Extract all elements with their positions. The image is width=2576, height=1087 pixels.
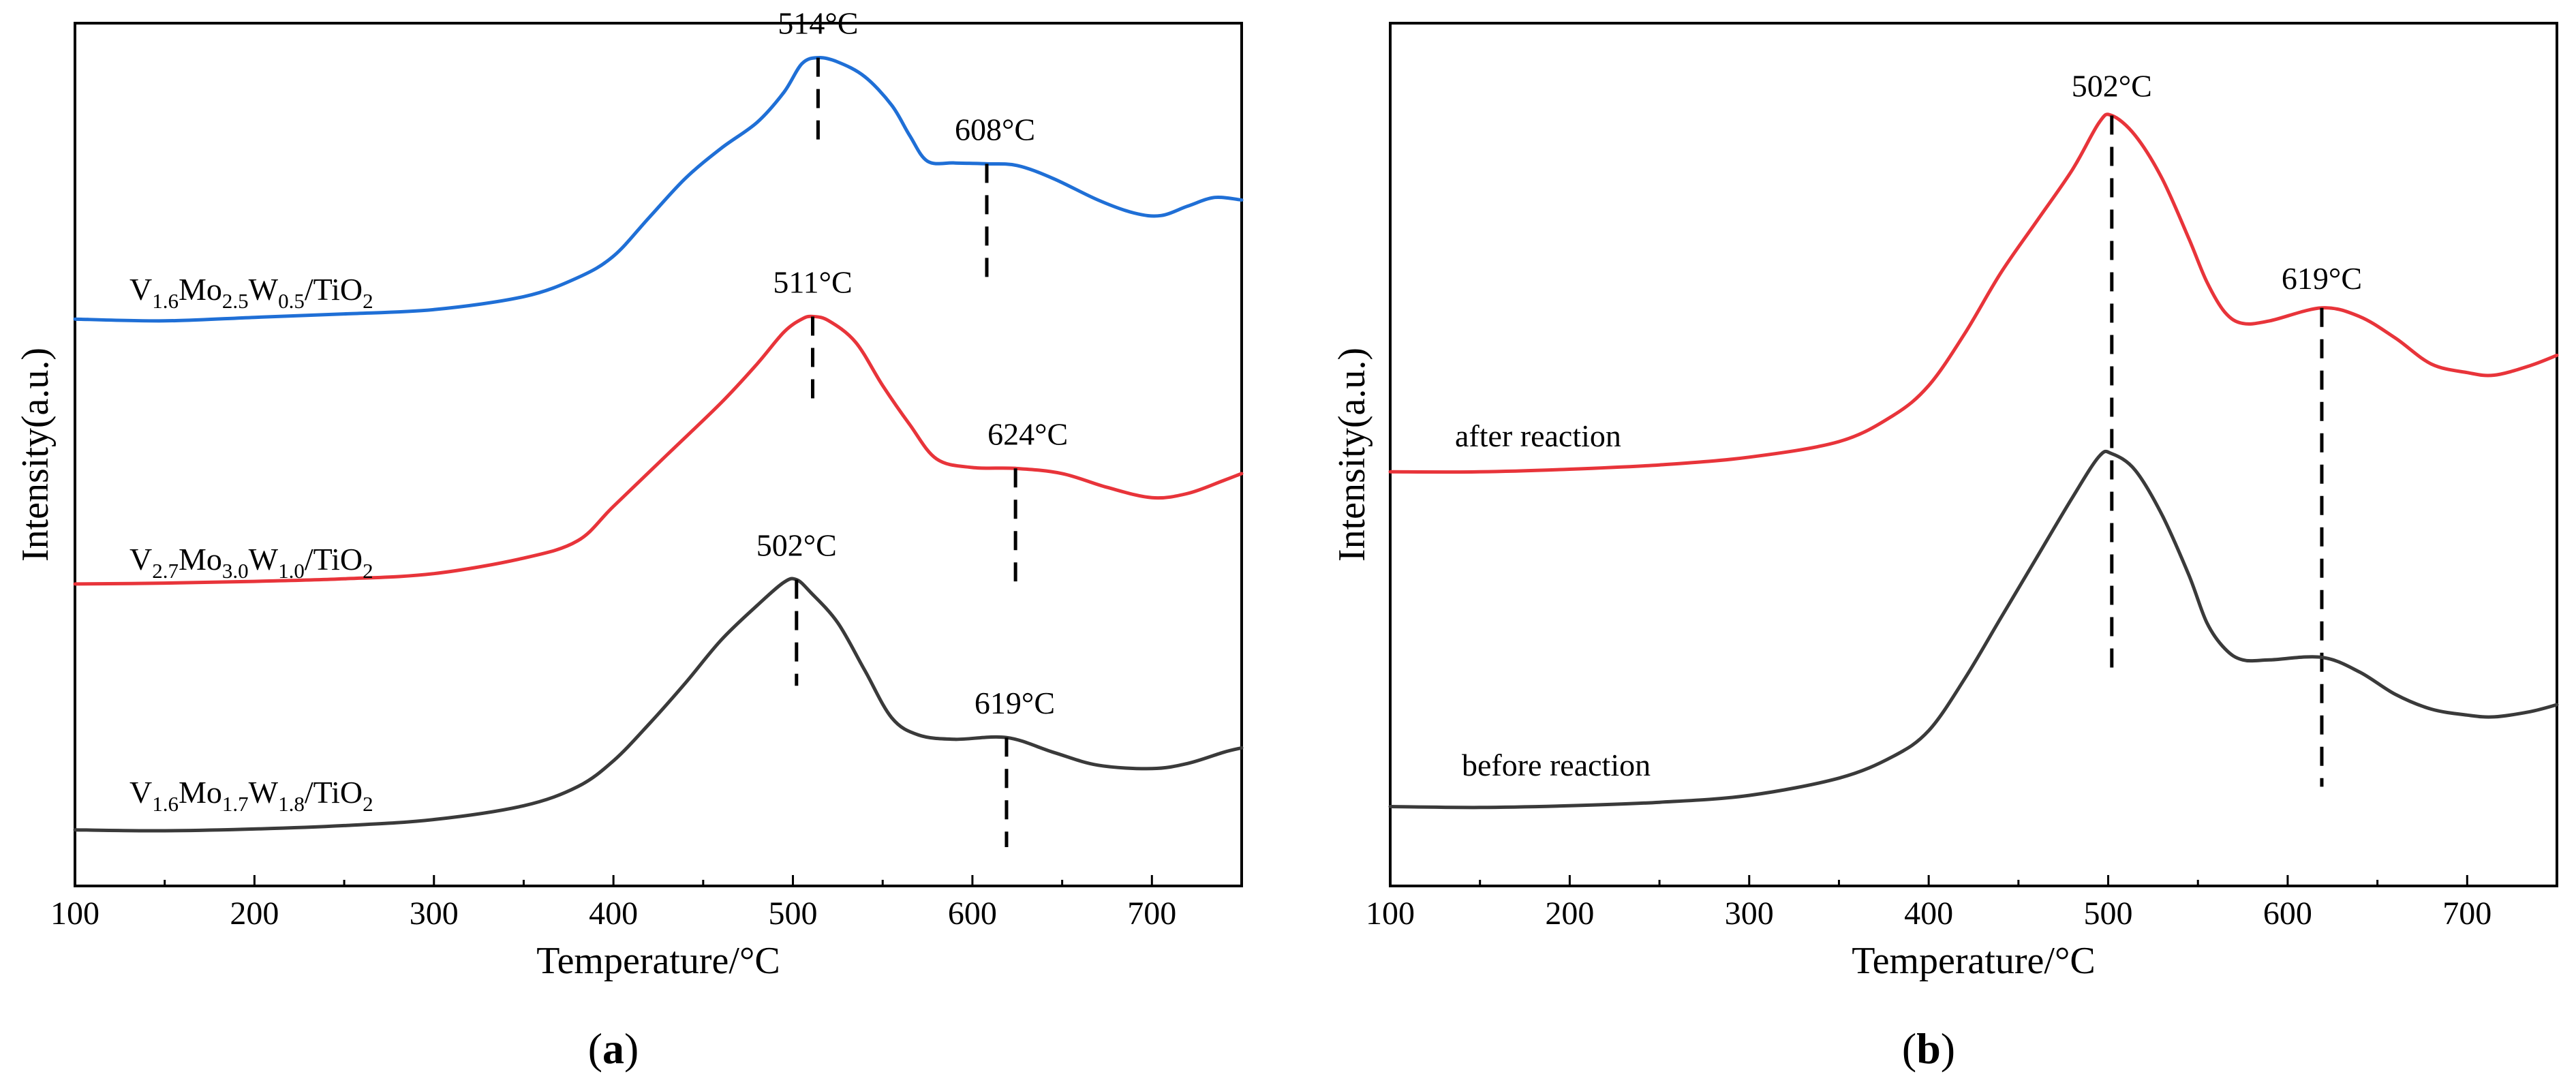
peak-label: 502°C bbox=[2072, 68, 2152, 103]
plot-frame bbox=[1389, 22, 2558, 887]
series-label: after reaction bbox=[1455, 418, 1621, 453]
series-label: V1.6Mo1.7W1.8/TiO2 bbox=[129, 775, 373, 816]
peak-label: 619°C bbox=[2282, 261, 2362, 296]
peak-label: 514°C bbox=[778, 6, 858, 41]
x-tick-label: 500 bbox=[769, 895, 818, 932]
x-tick-label: 200 bbox=[230, 895, 279, 932]
peak-label: 608°C bbox=[955, 112, 1035, 147]
x-tick-label: 400 bbox=[1904, 895, 1953, 932]
peak-label: 502°C bbox=[756, 528, 837, 563]
series-line bbox=[1388, 449, 2559, 810]
peak-label: 624°C bbox=[987, 416, 1068, 451]
x-tick-label: 600 bbox=[948, 895, 997, 932]
series-line bbox=[1388, 112, 2559, 474]
y-axis-title: Intensity(a.u.) bbox=[1331, 348, 1373, 562]
series-label: V2.7Mo3.0W1.0/TiO2 bbox=[129, 542, 373, 583]
x-tick-label: 700 bbox=[1127, 895, 1176, 932]
x-tick-label: 400 bbox=[589, 895, 638, 932]
x-tick-label: 300 bbox=[410, 895, 459, 932]
panel-caption: (b) bbox=[1902, 1024, 1955, 1073]
x-axis-title: Temperature/°C bbox=[536, 940, 780, 982]
x-tick-label: 500 bbox=[2084, 895, 2133, 932]
x-tick-label: 300 bbox=[1725, 895, 1774, 932]
series-line bbox=[73, 577, 1244, 833]
x-axis-title: Temperature/°C bbox=[1852, 940, 2095, 982]
panel-b: 100 200 300 400 500 600 700 Temperature/°C Inten… bbox=[1331, 22, 2559, 1073]
panel-caption: (a) bbox=[588, 1024, 639, 1073]
series-label: V1.6Mo2.5W0.5/TiO2 bbox=[129, 272, 373, 313]
y-axis-title: Intensity(a.u.) bbox=[14, 348, 57, 562]
x-tick-label: 100 bbox=[50, 895, 99, 932]
peak-label: 511°C bbox=[773, 264, 852, 299]
series-label: before reaction bbox=[1462, 748, 1651, 782]
panel-a: 100 200 300 400 500 600 700 Temperature/°C Inten… bbox=[14, 6, 1244, 1073]
x-tick-label: 100 bbox=[1366, 895, 1415, 932]
x-tick-label: 200 bbox=[1545, 895, 1594, 932]
x-tick-label: 600 bbox=[2263, 895, 2312, 932]
series-line bbox=[73, 314, 1244, 586]
x-tick-label: 700 bbox=[2442, 895, 2491, 932]
series-line bbox=[73, 56, 1244, 323]
peak-label: 619°C bbox=[975, 686, 1055, 720]
plot-frame bbox=[74, 22, 1243, 887]
